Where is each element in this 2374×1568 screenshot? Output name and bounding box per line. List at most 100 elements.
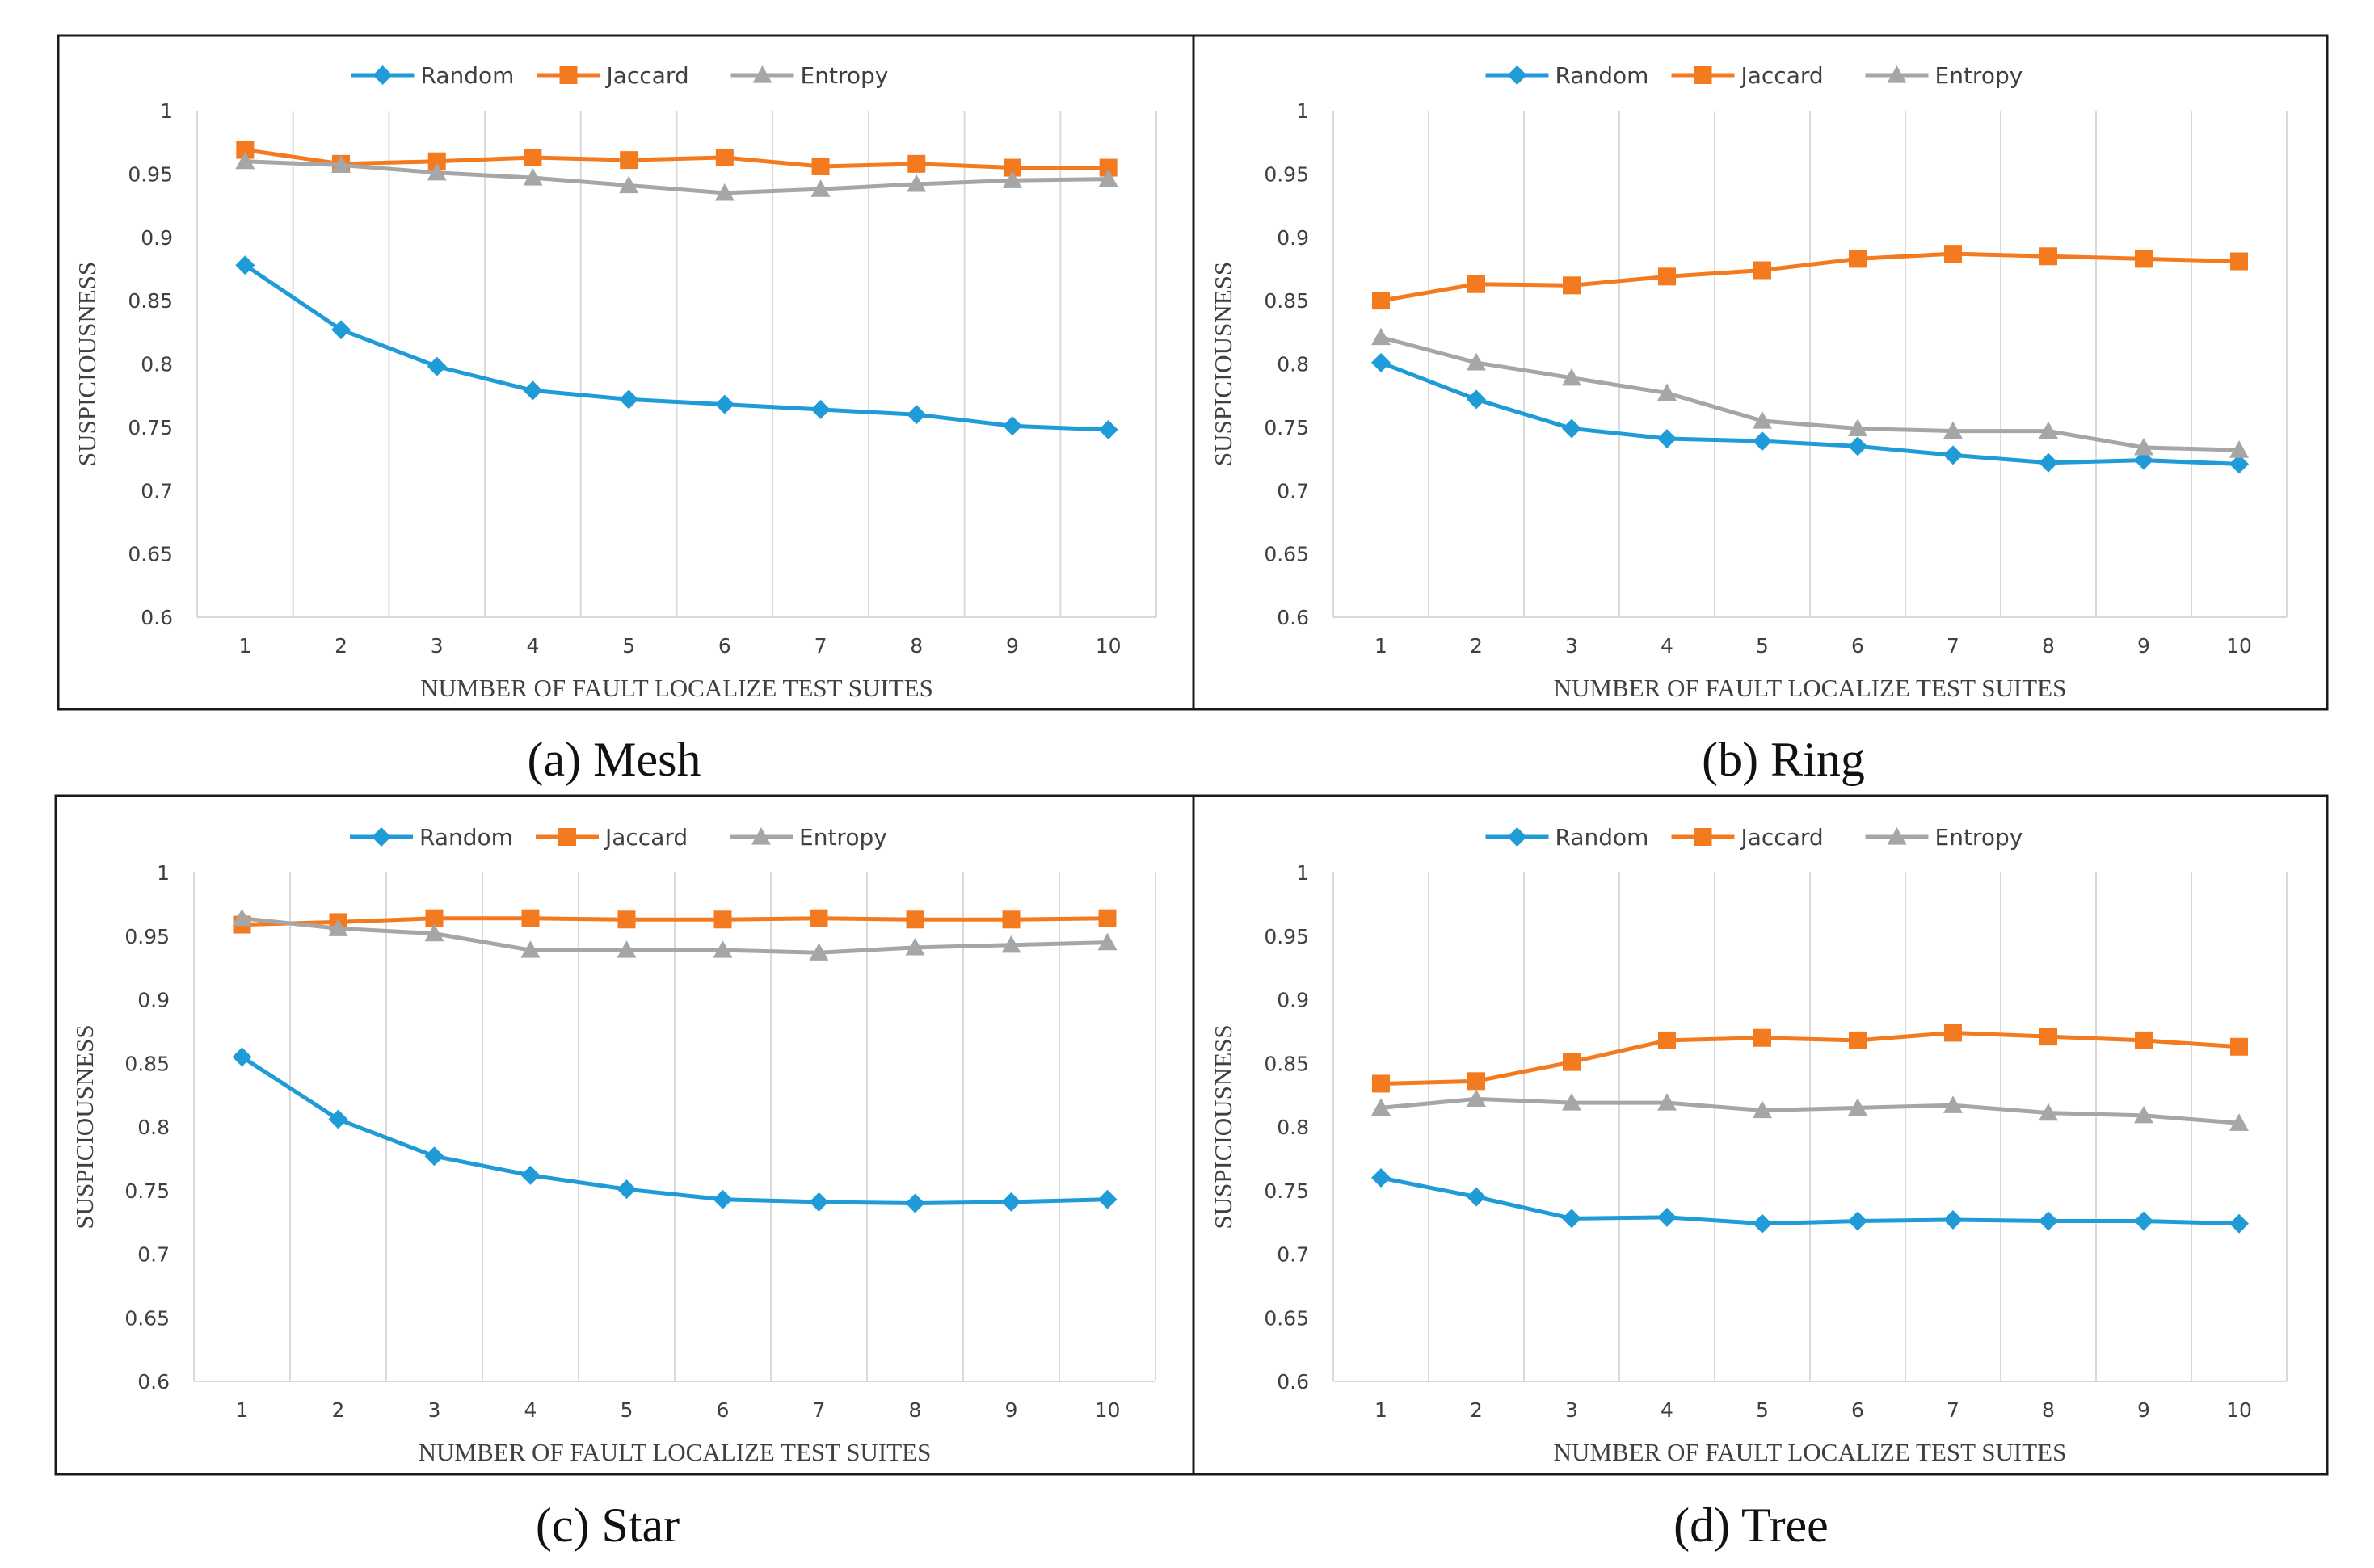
data-point <box>810 909 828 927</box>
chart-panel-2: 0.6 0.65 0.7 0.75 0.8 0.85 0.9 0.95 1 1 2 3 4 5 6 7 8 9 10… <box>1192 34 2329 711</box>
series-line <box>1380 1175 2240 1226</box>
data-point <box>1467 1187 1486 1207</box>
y-tick-label: 0.95 <box>1264 925 1309 948</box>
data-point <box>1003 158 1021 177</box>
series-line <box>245 159 1109 195</box>
y-tick-label: 0.8 <box>1277 1116 1309 1139</box>
x-tick-label: 2 <box>1470 1398 1483 1422</box>
data-point <box>620 151 638 170</box>
y-tick-label: 0.65 <box>1264 1306 1309 1330</box>
data-point <box>1848 1211 1867 1231</box>
series-jaccard <box>1372 245 2248 310</box>
y-tick-label: 0.75 <box>128 416 173 439</box>
data-point <box>1944 245 1962 263</box>
data-point <box>1098 169 1118 187</box>
series-line <box>242 916 1108 927</box>
legend-item-jaccard: Jaccard <box>1671 62 1824 89</box>
series-random <box>1371 352 2249 474</box>
y-tick-label: 0.85 <box>124 1052 170 1075</box>
x-tick-label: 5 <box>1756 634 1769 658</box>
x-tick-label: 8 <box>910 634 923 658</box>
y-tick-label: 0.8 <box>137 1116 170 1139</box>
y-tick-label: 0.85 <box>128 289 173 313</box>
data-point <box>235 255 255 275</box>
chart-caption: (a) Mesh <box>528 733 701 786</box>
data-point <box>235 151 255 170</box>
data-point <box>236 141 255 159</box>
legend-marker <box>1887 65 1907 83</box>
data-point <box>1848 436 1867 456</box>
y-tick-label: 0.6 <box>1277 1370 1309 1394</box>
x-tick-label: 7 <box>814 634 827 658</box>
data-point <box>1097 932 1118 951</box>
x-tick-label: 3 <box>431 634 444 658</box>
data-point <box>907 154 926 173</box>
legend-label: Random <box>421 62 515 89</box>
x-tick-label: 9 <box>1006 634 1019 658</box>
data-point <box>1657 1093 1677 1111</box>
data-point <box>809 943 829 961</box>
data-point <box>2229 1113 2249 1131</box>
data-point <box>907 405 927 425</box>
legend-marker <box>1887 827 1907 845</box>
data-point <box>1099 158 1118 177</box>
x-tick-label: 1 <box>1374 634 1387 658</box>
y-tick-label: 0.8 <box>1277 353 1309 376</box>
data-point <box>1658 267 1676 286</box>
series-line <box>241 1055 1108 1205</box>
data-point <box>809 1192 829 1212</box>
legend-item-jaccard: Jaccard <box>537 62 689 89</box>
data-point <box>2229 454 2249 474</box>
data-point <box>2039 247 2057 266</box>
y-tick-label: 0.6 <box>141 606 173 629</box>
data-point <box>1753 1100 1772 1119</box>
chart-caption: (b) Ring <box>1702 733 1865 786</box>
y-tick-label: 0.85 <box>1264 1052 1309 1075</box>
data-point <box>714 394 735 414</box>
data-point <box>424 923 444 942</box>
series-entropy <box>232 908 1118 961</box>
x-tick-label: 5 <box>621 1398 633 1422</box>
data-point <box>2039 1211 2058 1231</box>
data-point <box>2229 1213 2249 1234</box>
data-point <box>523 380 543 401</box>
data-point <box>1753 431 1772 452</box>
x-tick-label: 6 <box>1851 634 1864 658</box>
y-tick-label: 0.65 <box>1264 543 1309 566</box>
data-point <box>1001 1192 1021 1212</box>
data-point <box>1848 1098 1867 1116</box>
series-entropy <box>1371 327 2249 458</box>
x-tick-label: 1 <box>238 634 251 658</box>
data-point <box>331 320 351 340</box>
x-tick-label: 5 <box>1756 1398 1769 1422</box>
data-point <box>232 908 252 927</box>
x-tick-label: 6 <box>717 1398 730 1422</box>
data-point <box>1753 261 1771 280</box>
data-point <box>424 1146 444 1167</box>
data-point <box>906 910 924 929</box>
data-point <box>1943 1209 1963 1230</box>
legend-item-jaccard: Jaccard <box>536 824 688 851</box>
data-point <box>1753 411 1772 429</box>
data-point <box>2134 450 2153 470</box>
data-point <box>1562 418 1581 439</box>
data-point <box>520 1165 541 1185</box>
data-point <box>524 148 542 166</box>
legend-marker <box>559 66 578 84</box>
x-tick-label: 7 <box>1947 1398 1959 1422</box>
chart-panel-1: 0.6 0.65 0.7 0.75 0.8 0.85 0.9 0.95 1 1 2 3 4 5 6 7 8 9 10… <box>57 34 1195 711</box>
x-axis-title: NUMBER OF FAULT LOCALIZE TEST SUITES <box>1554 1438 2067 1466</box>
series-jaccard <box>236 141 1118 177</box>
legend-marker <box>1507 827 1527 847</box>
series-random <box>1371 1168 2249 1234</box>
data-point <box>1098 420 1118 440</box>
legend-label: Jaccard <box>604 824 688 851</box>
data-point <box>1371 327 1391 346</box>
x-tick-label: 3 <box>1565 1398 1578 1422</box>
y-axis-title: SUSPICIOUSNESS <box>73 262 101 466</box>
x-tick-label: 9 <box>2137 1398 2150 1422</box>
legend-marker <box>752 65 772 83</box>
series-line <box>242 916 1108 955</box>
data-point <box>1563 1053 1581 1071</box>
series-line <box>244 148 1109 170</box>
